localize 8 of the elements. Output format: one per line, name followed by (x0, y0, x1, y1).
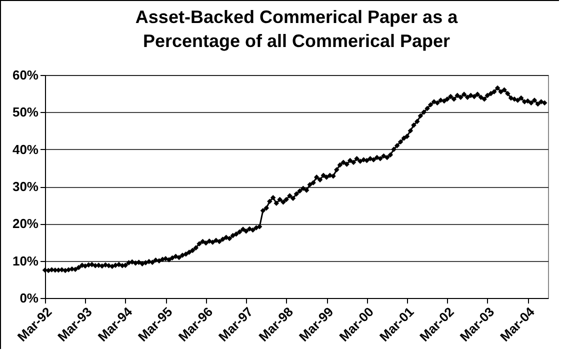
y-tick-label: 30% (12, 179, 39, 194)
y-tick-label: 50% (12, 104, 39, 120)
y-tick-label: 10% (12, 253, 39, 268)
chart-title: Asset-Backed Commerical Paper as a Percentage of all Commerical Paper (135, 7, 459, 51)
y-tick-label: 40% (12, 142, 39, 157)
y-tick-label: 60% (12, 68, 39, 82)
y-tick-label: 20% (12, 216, 39, 232)
y-tick-label: 0% (20, 290, 39, 306)
